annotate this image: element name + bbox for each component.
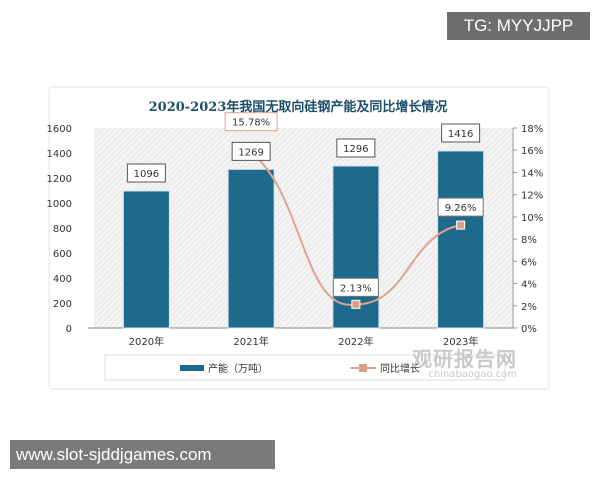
bar-data-label-box bbox=[441, 123, 481, 143]
growth-data-label-box bbox=[332, 277, 379, 297]
growth-marker bbox=[351, 299, 361, 309]
bar-data-label-box bbox=[126, 163, 166, 183]
right-axis-tick: 18% bbox=[521, 124, 543, 135]
growth-data-label: 2.13% bbox=[340, 283, 372, 294]
bar-2023年 bbox=[437, 150, 485, 329]
right-axis-tick: 2% bbox=[521, 302, 537, 313]
growth-data-label: 9.26% bbox=[445, 203, 477, 214]
bar-data-label: 1296 bbox=[343, 144, 368, 155]
bar-2020年 bbox=[122, 190, 170, 329]
x-axis-tick: 2020年 bbox=[129, 335, 164, 348]
right-axis-tick: 16% bbox=[521, 146, 543, 157]
left-axis-tick: 800 bbox=[53, 224, 72, 235]
right-axis-tick: 14% bbox=[521, 168, 543, 179]
bar-data-label-box bbox=[336, 138, 376, 158]
x-axis-tick: 2022年 bbox=[338, 335, 373, 348]
chinabaogao-logo: 观研报告网 chinabaogao.com bbox=[412, 347, 517, 380]
right-axis-tick: 0% bbox=[521, 324, 537, 335]
growth-marker bbox=[456, 220, 466, 230]
right-axis-tick: 8% bbox=[521, 235, 537, 246]
bar-2021年 bbox=[227, 168, 275, 329]
legend-bar-swatch bbox=[180, 365, 204, 371]
x-axis-tick: 2023年 bbox=[443, 335, 478, 348]
watermark-top: TG: MYYJJPP bbox=[447, 12, 590, 40]
growth-data-label: 15.78% bbox=[232, 118, 270, 129]
left-axis-tick: 200 bbox=[53, 299, 72, 310]
growth-data-label-box bbox=[224, 112, 278, 132]
left-axis-tick: 400 bbox=[53, 274, 72, 285]
watermark-bottom: www.slot-sjddjgames.com bbox=[10, 440, 275, 469]
growth-data-label-box bbox=[437, 197, 484, 217]
legend-bar-label: 产能（万吨） bbox=[208, 362, 268, 375]
right-axis-tick: 10% bbox=[521, 213, 543, 224]
right-axis-tick: 4% bbox=[521, 280, 537, 291]
right-axis-tick: 6% bbox=[521, 257, 537, 268]
chart-title: 2020-2023年我国无取向硅钢产能及同比增长情况 bbox=[149, 99, 448, 115]
left-axis-tick: 600 bbox=[53, 249, 72, 260]
bar-data-label-box bbox=[231, 141, 271, 161]
legend-line-marker bbox=[359, 364, 367, 372]
right-axis-tick: 12% bbox=[521, 191, 543, 202]
left-axis-tick: 1400 bbox=[47, 149, 72, 160]
x-axis-tick: 2021年 bbox=[233, 335, 268, 348]
left-axis-tick: 1600 bbox=[47, 124, 72, 135]
left-axis-tick: 1000 bbox=[47, 199, 72, 210]
left-axis-tick: 0 bbox=[66, 324, 72, 335]
bar-data-label: 1096 bbox=[134, 169, 159, 180]
legend bbox=[104, 354, 506, 381]
left-axis-tick: 1200 bbox=[47, 174, 72, 185]
legend-line-label: 同比增长 bbox=[380, 362, 420, 375]
bar-data-label: 1269 bbox=[238, 147, 263, 158]
bar-data-label: 1416 bbox=[448, 129, 473, 140]
